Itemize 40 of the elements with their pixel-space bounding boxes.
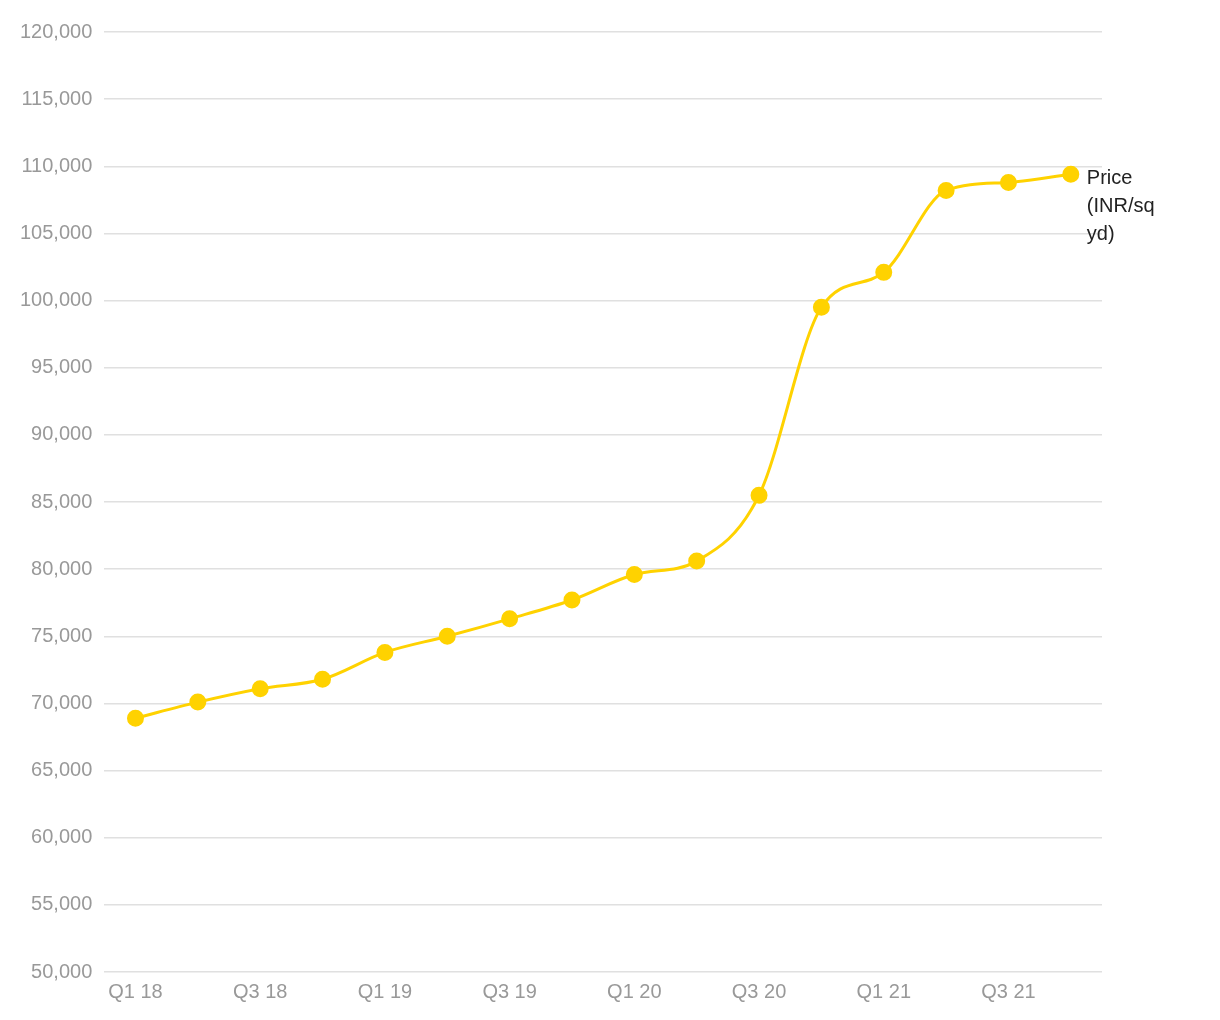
- point: [999, 173, 1017, 191]
- point: [189, 693, 207, 711]
- point: [937, 181, 955, 199]
- x-tick-label: Q1 20: [607, 979, 662, 1002]
- y-tick-label: 120,000: [20, 19, 93, 42]
- point: [812, 298, 830, 316]
- x-tick-label: Q3 18: [232, 979, 288, 1002]
- point: [251, 680, 269, 698]
- point: [501, 610, 519, 628]
- x-tick-label: Q3 19: [482, 979, 537, 1002]
- y-tick-label: 65,000: [31, 758, 93, 781]
- point: [314, 670, 332, 688]
- point: [688, 552, 706, 570]
- y-tick-label: 75,000: [31, 623, 93, 646]
- x-tick-label: Q1 19: [357, 979, 413, 1002]
- point: [438, 627, 456, 645]
- point: [625, 566, 643, 584]
- y-tick-label: 70,000: [31, 690, 93, 713]
- point: [563, 591, 581, 609]
- point: [126, 709, 144, 727]
- y-tick-label: 110,000: [21, 153, 93, 176]
- point: [376, 643, 394, 661]
- x-tick-label: Q3 21: [981, 979, 1036, 1002]
- point: [750, 486, 768, 504]
- y-tick-label: 115,000: [21, 86, 93, 109]
- y-tick-label: 55,000: [31, 892, 93, 915]
- x-tick-label: Q1 21: [856, 979, 911, 1002]
- point: [1062, 165, 1080, 183]
- series-label: Price (INR/sq yd): [1086, 165, 1155, 244]
- y-tick-label: 90,000: [31, 422, 93, 445]
- x-tick-label: Q3 20: [731, 979, 787, 1002]
- y-tick-label: 100,000: [20, 288, 93, 311]
- point: [875, 263, 893, 281]
- y-tick-label: 105,000: [20, 220, 93, 243]
- y-tick-label: 80,000: [31, 556, 93, 579]
- y-tick-label: 85,000: [31, 489, 93, 512]
- y-tick-label: 60,000: [31, 825, 93, 848]
- x-tick-label: Q1 18: [108, 979, 163, 1002]
- y-tick-label: 95,000: [31, 355, 93, 378]
- y-tick-label: 50,000: [31, 959, 93, 982]
